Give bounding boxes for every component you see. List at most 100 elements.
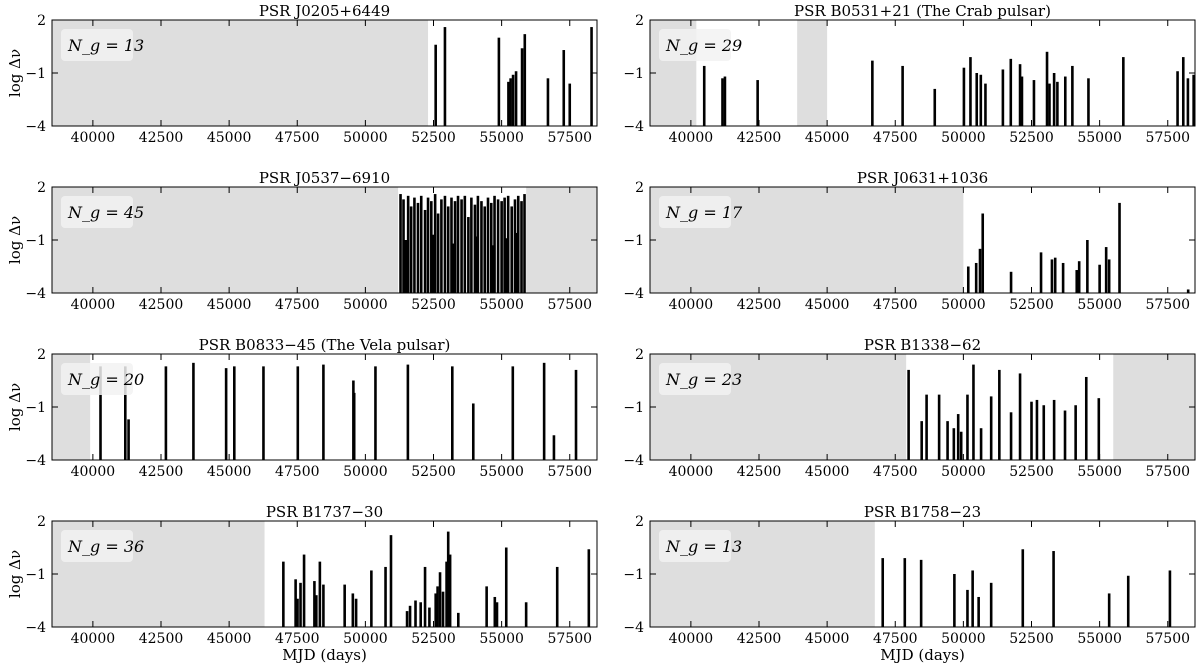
count-badge xyxy=(61,29,133,61)
glitch-bar xyxy=(756,80,759,126)
plot-area xyxy=(650,521,1172,627)
x-tick-label: 57500 xyxy=(1145,130,1190,146)
count-badge-text: N_g = 13 xyxy=(665,537,742,556)
glitch-bar xyxy=(925,394,928,460)
x-tick-label: 52500 xyxy=(411,631,456,647)
x-tick-label: 52500 xyxy=(411,130,456,146)
glitch-bar xyxy=(1045,51,1049,126)
x-tick-label: 47500 xyxy=(873,464,918,480)
y-tick-label: −1 xyxy=(623,567,644,583)
glitch-bar xyxy=(1001,69,1005,126)
y-tick-label: 2 xyxy=(37,514,46,530)
panel-title: PSR J0631+1036 xyxy=(857,169,988,187)
glitch-bar xyxy=(1084,376,1088,460)
glitch-bar xyxy=(1097,398,1101,460)
panel-5: 40000 42500 45000 47500 50000 52500 55000 57500… xyxy=(6,336,598,480)
glitch-bar xyxy=(1018,373,1022,460)
glitch-bar xyxy=(299,582,302,627)
glitch-bar xyxy=(989,396,993,460)
glitch-bar xyxy=(979,74,983,126)
glitch-bar xyxy=(555,566,559,627)
glitch-bar xyxy=(516,195,520,293)
x-tick-label: 57500 xyxy=(547,464,592,480)
glitch-bar xyxy=(1075,270,1079,293)
glitch-bar xyxy=(343,584,346,627)
glitch-bar xyxy=(1053,257,1057,293)
glitch-bar xyxy=(497,37,501,126)
glitch-bar xyxy=(354,598,358,627)
y-tick-label: −1 xyxy=(623,400,644,416)
glitch-bar xyxy=(977,596,980,627)
x-tick-label: 52500 xyxy=(1009,130,1054,146)
glitch-bar xyxy=(409,206,413,293)
grey-region xyxy=(797,20,828,126)
glitch-bar xyxy=(956,414,960,460)
glitch-bar xyxy=(282,561,285,627)
glitch-bar xyxy=(443,195,447,293)
glitch-bar xyxy=(1052,551,1055,627)
glitch-bar xyxy=(524,602,528,627)
glitch-bar xyxy=(981,213,985,293)
glitch-bar xyxy=(975,73,979,126)
glitch-bar xyxy=(503,197,506,293)
y-tick-label: 2 xyxy=(37,13,46,29)
glitch-bar xyxy=(408,605,412,627)
x-tick-label: 55000 xyxy=(1077,297,1122,313)
glitch-bar xyxy=(978,248,982,293)
panel-7: 40000 42500 45000 47500 50000 52500 55000 57500… xyxy=(6,503,598,664)
panel-3: 40000 42500 45000 47500 50000 52500 55000 57500… xyxy=(6,169,598,313)
glitch-bar xyxy=(416,202,420,293)
glitch-bar xyxy=(436,586,439,627)
panel-4: 40000 42500 45000 47500 50000 52500 55000 57500… xyxy=(623,169,1196,313)
glitch-bar xyxy=(124,366,127,460)
x-tick-label: 42500 xyxy=(737,631,782,647)
glitch-bar xyxy=(453,201,457,293)
glitch-bar xyxy=(1186,78,1190,126)
glitch-bar xyxy=(1118,202,1121,293)
glitch-bar xyxy=(1071,65,1074,126)
glitch-bar xyxy=(998,369,1001,460)
y-axis-label: log Δν xyxy=(6,49,24,97)
y-tick-label: −1 xyxy=(623,66,644,82)
x-tick-label: 57500 xyxy=(1145,631,1190,647)
x-tick-label: 50000 xyxy=(343,130,388,146)
glitch-bar xyxy=(406,364,410,460)
glitch-bar xyxy=(1107,593,1111,627)
y-tick-label: −4 xyxy=(25,453,46,469)
glitch-bar xyxy=(99,366,102,460)
x-tick-label: 45000 xyxy=(805,130,850,146)
y-tick-label: −4 xyxy=(623,453,644,469)
x-tick-label: 52500 xyxy=(411,464,456,480)
x-tick-label: 52500 xyxy=(1009,297,1054,313)
glitch-bar xyxy=(322,364,325,460)
x-tick-label: 47500 xyxy=(873,297,918,313)
glitch-bar xyxy=(485,586,488,627)
glitch-bar xyxy=(515,232,519,293)
glitch-bar xyxy=(1021,549,1025,627)
glitch-bar xyxy=(448,554,452,627)
glitch-bar xyxy=(590,27,593,126)
glitch-bar xyxy=(374,366,377,460)
glitch-bar xyxy=(511,74,515,126)
glitch-bar xyxy=(1074,405,1077,460)
x-tick-label: 47500 xyxy=(275,297,320,313)
x-axis-label: MJD (days) xyxy=(880,646,965,664)
x-tick-label: 52500 xyxy=(1009,464,1054,480)
y-tick-label: 2 xyxy=(635,180,644,196)
x-tick-label: 42500 xyxy=(737,464,782,480)
count-badge-text: N_g = 45 xyxy=(67,203,144,222)
glitch-bar xyxy=(399,194,402,293)
glitch-bar xyxy=(1009,412,1013,460)
grey-region xyxy=(526,187,597,293)
count-badge-text: N_g = 17 xyxy=(665,203,743,222)
panel-title: PSR B1338−62 xyxy=(864,336,981,354)
count-badge xyxy=(61,530,133,562)
y-tick-label: −1 xyxy=(25,567,46,583)
y-tick-label: −4 xyxy=(623,286,644,302)
x-tick-label: 57500 xyxy=(1145,464,1190,480)
y-tick-label: 2 xyxy=(635,13,644,29)
glitch-bar xyxy=(1104,247,1108,293)
y-tick-label: 2 xyxy=(37,347,46,363)
glitch-bar xyxy=(1056,81,1059,126)
glitch-bar xyxy=(523,34,527,126)
